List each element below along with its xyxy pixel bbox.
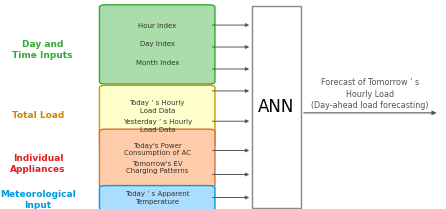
Text: Hour Index: Hour Index	[138, 23, 176, 29]
Text: Today ’ s Apparent
Temperature: Today ’ s Apparent Temperature	[125, 191, 190, 205]
FancyBboxPatch shape	[99, 129, 215, 187]
Text: Day Index: Day Index	[140, 41, 175, 47]
Text: Today's Power
Consumption of AC: Today's Power Consumption of AC	[124, 143, 190, 156]
Text: ANN: ANN	[258, 98, 295, 116]
Text: Forecast of Tomorrow ’ s
Hourly Load
(Day-ahead load forecasting): Forecast of Tomorrow ’ s Hourly Load (Da…	[311, 78, 429, 110]
Text: Yesterday ’ s Hourly
Load Data: Yesterday ’ s Hourly Load Data	[123, 120, 192, 133]
Text: Month Index: Month Index	[136, 60, 179, 66]
Text: Total Load: Total Load	[12, 111, 64, 121]
FancyBboxPatch shape	[252, 6, 301, 208]
FancyBboxPatch shape	[99, 186, 215, 209]
Text: Day and
Time Inputs: Day and Time Inputs	[12, 40, 73, 60]
FancyBboxPatch shape	[99, 85, 215, 148]
FancyBboxPatch shape	[99, 5, 215, 84]
Text: Tomorrow's EV
Charging Patterns: Tomorrow's EV Charging Patterns	[126, 161, 188, 174]
Text: Individual
Appliances: Individual Appliances	[10, 154, 66, 174]
Text: Today ’ s Hourly
Load Data: Today ’ s Hourly Load Data	[129, 100, 185, 113]
Text: Meteorological
Input: Meteorological Input	[0, 190, 76, 209]
